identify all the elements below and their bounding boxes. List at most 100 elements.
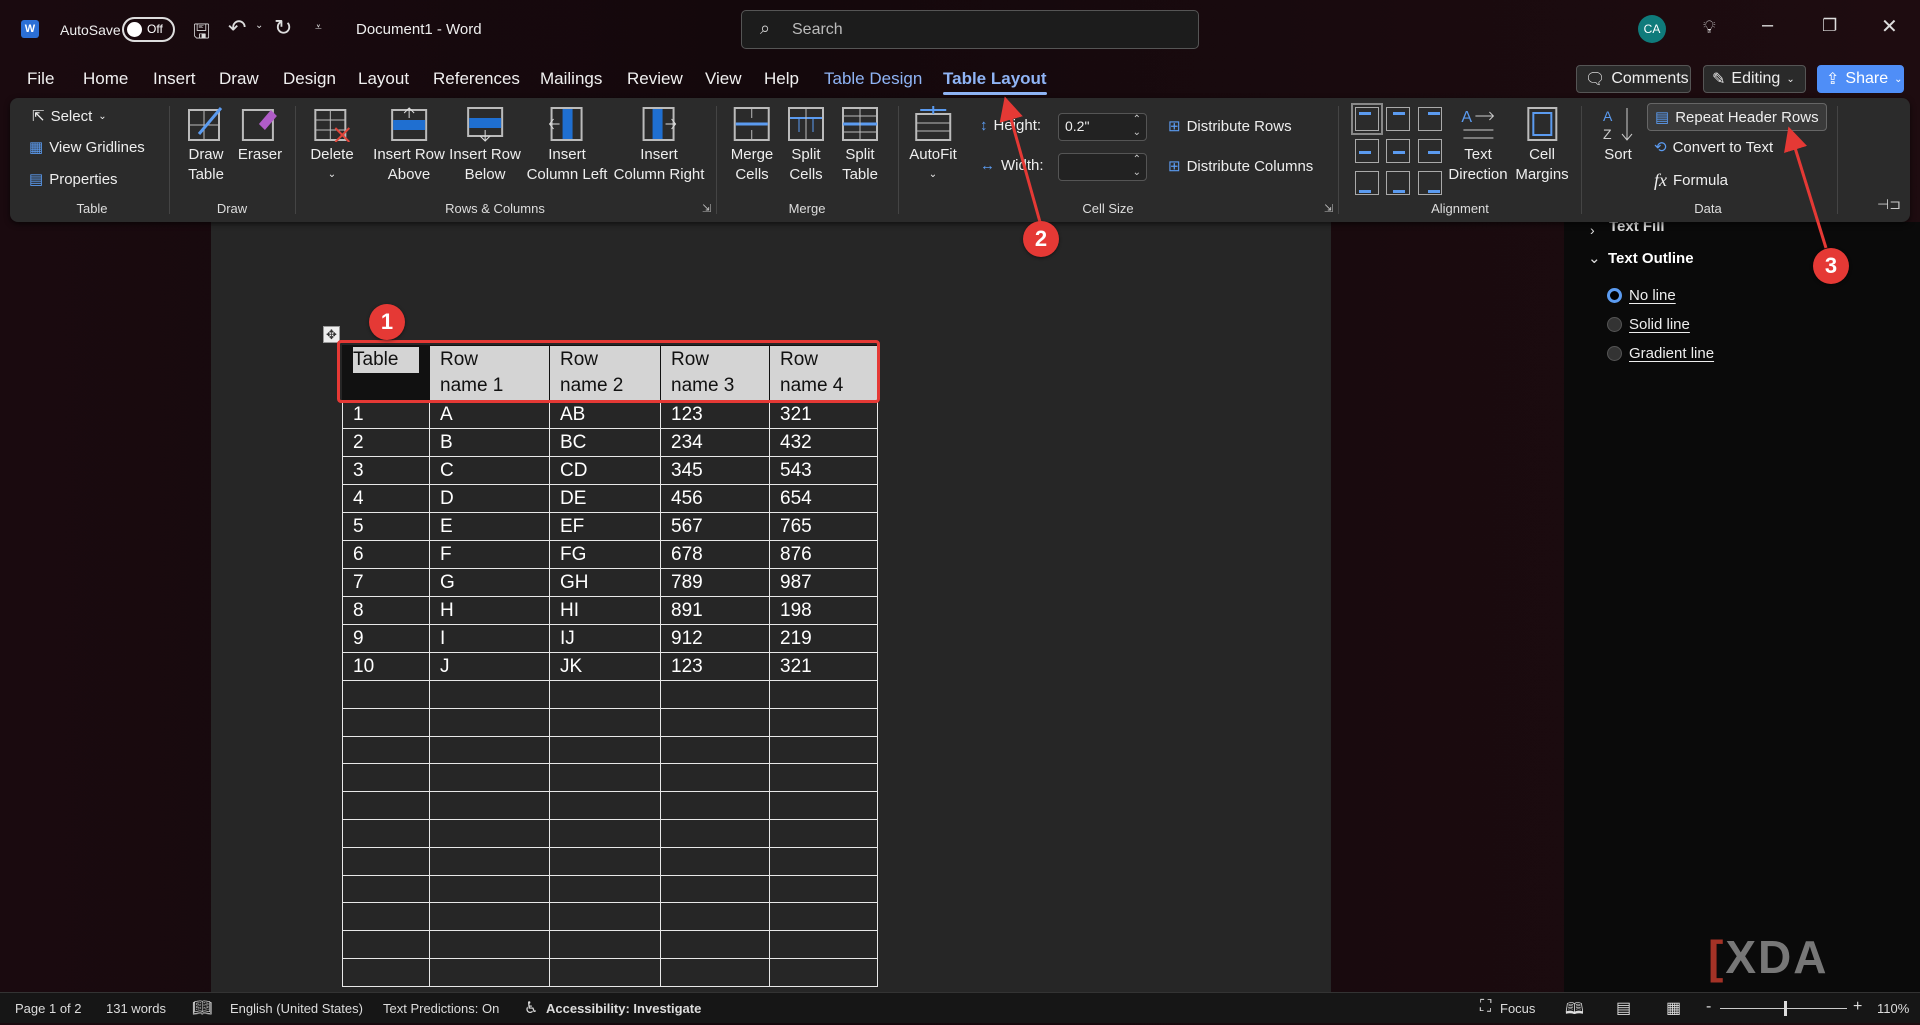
save-icon[interactable]: 🖫 bbox=[193, 21, 211, 43]
table-cell[interactable] bbox=[549, 874, 661, 904]
undo-dropdown-icon[interactable]: ⌄ bbox=[255, 20, 264, 31]
table-cell[interactable]: D bbox=[429, 484, 550, 513]
table-cell[interactable]: 198 bbox=[769, 596, 878, 625]
language[interactable]: English (United States) bbox=[230, 1001, 363, 1016]
header-cell[interactable]: Row name 3 bbox=[660, 345, 770, 401]
table-cell[interactable] bbox=[660, 707, 770, 737]
undo-icon[interactable]: ↶ bbox=[228, 15, 247, 40]
table-cell[interactable] bbox=[660, 680, 770, 709]
dialog-launcher-icon[interactable]: ⇲ bbox=[702, 203, 712, 215]
align-middle-center-button[interactable] bbox=[1386, 139, 1410, 163]
table-cell[interactable]: 4 bbox=[342, 484, 430, 513]
select-button[interactable]: ⇱ Select ⌄ bbox=[32, 107, 107, 126]
insert-row-below-button[interactable]: Insert Row Below bbox=[449, 106, 521, 185]
table-cell[interactable]: C bbox=[429, 456, 550, 485]
table-cell[interactable] bbox=[342, 791, 430, 820]
focus-button[interactable]: Focus bbox=[1500, 1001, 1536, 1016]
table-cell[interactable]: 123 bbox=[660, 652, 770, 681]
table-cell[interactable]: 891 bbox=[660, 596, 770, 625]
table-row[interactable]: 10 J JK 123 321 bbox=[342, 652, 878, 681]
focus-icon[interactable]: ⛶ bbox=[1480, 998, 1492, 1015]
table-cell[interactable]: 987 bbox=[769, 568, 878, 597]
tab-insert[interactable]: Insert bbox=[153, 69, 196, 88]
height-input[interactable]: 0.2" bbox=[1058, 113, 1147, 141]
table-cell[interactable] bbox=[769, 846, 878, 876]
editing-button[interactable]: ✎ Editing ⌄ bbox=[1703, 65, 1806, 93]
restore-icon[interactable]: ❐ bbox=[1822, 16, 1838, 35]
distribute-columns-button[interactable]: ⊞ Distribute Columns bbox=[1168, 157, 1313, 176]
align-top-center-button[interactable] bbox=[1386, 107, 1410, 131]
table-cell[interactable] bbox=[769, 763, 878, 793]
table-cell[interactable] bbox=[769, 957, 878, 987]
customize-toolbar-icon[interactable]: ⩡ bbox=[315, 20, 322, 34]
insert-column-left-button[interactable]: Insert Column Left bbox=[527, 106, 607, 185]
table-cell[interactable] bbox=[429, 874, 550, 904]
align-top-right-button[interactable] bbox=[1418, 107, 1442, 131]
table-cell[interactable] bbox=[769, 930, 878, 959]
table-cell[interactable]: FG bbox=[549, 540, 661, 569]
empty-table-row[interactable] bbox=[342, 930, 878, 959]
redo-icon[interactable]: ↻ bbox=[274, 15, 293, 40]
web-layout-icon[interactable]: ▦ bbox=[1666, 1000, 1682, 1017]
table-cell[interactable]: CD bbox=[549, 456, 661, 485]
empty-table-row[interactable] bbox=[342, 763, 878, 793]
table-cell[interactable]: HI bbox=[549, 596, 661, 625]
read-mode-icon[interactable]: 🕮︎ bbox=[1565, 1001, 1584, 1018]
chevron-down-icon[interactable]: ⌄ bbox=[1588, 250, 1601, 267]
header-cell[interactable]: Table bbox=[342, 345, 430, 401]
tab-view[interactable]: View bbox=[705, 69, 742, 88]
table-cell[interactable]: J bbox=[429, 652, 550, 681]
text-fill-section[interactable]: Text Fill bbox=[1609, 218, 1665, 235]
table-cell[interactable] bbox=[769, 707, 878, 737]
distribute-rows-button[interactable]: ⊞ Distribute Rows bbox=[1168, 117, 1292, 136]
comments-button[interactable]: 🗨︎ Comments bbox=[1576, 65, 1691, 93]
tab-table-layout[interactable]: Table Layout bbox=[943, 69, 1047, 95]
chevron-right-icon[interactable]: › bbox=[1590, 222, 1595, 238]
merge-cells-button[interactable]: Merge Cells bbox=[731, 106, 773, 185]
draw-table-button[interactable]: Draw Table bbox=[187, 106, 225, 185]
table-cell[interactable]: 10 bbox=[342, 652, 430, 681]
table-cell[interactable] bbox=[429, 846, 550, 876]
document-table[interactable]: Table Row name 1 Row name 2 Row name 3 Row n… bbox=[342, 345, 878, 987]
table-cell[interactable] bbox=[549, 846, 661, 876]
table-cell[interactable] bbox=[342, 957, 430, 987]
table-cell[interactable] bbox=[549, 763, 661, 793]
zoom-out-button[interactable]: - bbox=[1706, 998, 1712, 1015]
zoom-in-button[interactable]: + bbox=[1853, 998, 1863, 1015]
proofing-icon[interactable]: 📖︎ bbox=[192, 1000, 213, 1017]
table-cell[interactable]: 321 bbox=[769, 400, 878, 429]
eraser-button[interactable]: Eraser bbox=[238, 106, 282, 165]
gradient-line-label[interactable]: Gradient line bbox=[1629, 345, 1715, 362]
table-cell[interactable] bbox=[342, 680, 430, 709]
align-top-left-button[interactable] bbox=[1351, 103, 1383, 135]
align-bottom-center-button[interactable] bbox=[1386, 171, 1410, 195]
table-cell[interactable]: 5 bbox=[342, 512, 430, 541]
text-predictions[interactable]: Text Predictions: On bbox=[383, 1001, 500, 1016]
split-table-button[interactable]: Split Table bbox=[841, 106, 879, 185]
align-bottom-right-button[interactable] bbox=[1418, 171, 1442, 195]
table-move-handle-icon[interactable]: ✥ bbox=[323, 326, 340, 343]
table-cell[interactable]: 219 bbox=[769, 624, 878, 653]
text-direction-button[interactable]: A Text Direction bbox=[1448, 106, 1507, 185]
align-middle-right-button[interactable] bbox=[1418, 139, 1442, 163]
align-middle-left-button[interactable] bbox=[1355, 139, 1379, 163]
table-row[interactable]: 8 H HI 891 198 bbox=[342, 596, 878, 625]
table-cell[interactable] bbox=[429, 957, 550, 987]
tab-table-design[interactable]: Table Design bbox=[824, 69, 923, 88]
table-cell[interactable] bbox=[429, 763, 550, 793]
table-cell[interactable] bbox=[660, 957, 770, 987]
table-cell[interactable]: 654 bbox=[769, 484, 878, 513]
table-cell[interactable] bbox=[549, 930, 661, 959]
table-cell[interactable]: 321 bbox=[769, 652, 878, 681]
table-cell[interactable] bbox=[660, 791, 770, 820]
empty-table-row[interactable] bbox=[342, 707, 878, 737]
solid-line-radio[interactable] bbox=[1607, 317, 1622, 332]
table-cell[interactable] bbox=[342, 846, 430, 876]
zoom-slider[interactable] bbox=[1720, 1001, 1847, 1016]
table-row[interactable]: 9 I IJ 912 219 bbox=[342, 624, 878, 653]
text-outline-section[interactable]: Text Outline bbox=[1608, 250, 1694, 267]
no-line-label[interactable]: No line bbox=[1629, 287, 1676, 304]
table-cell[interactable]: G bbox=[429, 568, 550, 597]
table-cell[interactable]: 765 bbox=[769, 512, 878, 541]
